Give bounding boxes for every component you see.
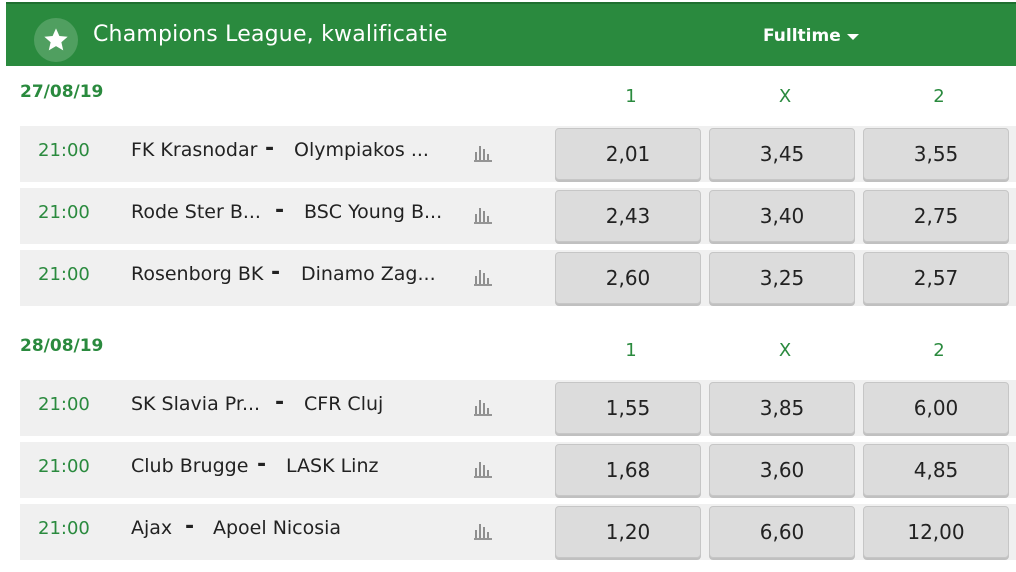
versus-dash: - bbox=[265, 136, 275, 161]
column-header-1: 1 bbox=[625, 86, 637, 107]
odds-button-draw[interactable]: 6,60 bbox=[709, 506, 855, 558]
versus-dash: - bbox=[275, 390, 285, 415]
away-team: Olympiakos ... bbox=[294, 139, 429, 161]
versus-dash: - bbox=[275, 198, 285, 223]
column-header-1: 1 bbox=[625, 340, 637, 361]
market-dropdown-label: Fulltime bbox=[763, 26, 841, 46]
away-team: LASK Linz bbox=[286, 455, 379, 477]
match-row: 21:00 Ajax - Apoel Nicosia 1,20 6,60 12,… bbox=[20, 504, 1016, 560]
odds-button-away[interactable]: 6,00 bbox=[863, 382, 1009, 434]
odds-button-home[interactable]: 2,60 bbox=[555, 252, 701, 304]
match-time: 21:00 bbox=[38, 456, 90, 477]
odds-button-home[interactable]: 2,43 bbox=[555, 190, 701, 242]
odds-button-draw[interactable]: 3,85 bbox=[709, 382, 855, 434]
odds-button-draw[interactable]: 3,25 bbox=[709, 252, 855, 304]
home-team: SK Slavia Pr... bbox=[131, 393, 261, 415]
match-time: 21:00 bbox=[38, 140, 90, 161]
match-date: 27/08/19 bbox=[20, 82, 104, 102]
away-team: BSC Young B... bbox=[304, 201, 443, 223]
caret-down-icon bbox=[846, 34, 859, 40]
column-header-2: 2 bbox=[933, 86, 945, 107]
odds-button-away[interactable]: 4,85 bbox=[863, 444, 1009, 496]
odds-button-away[interactable]: 2,75 bbox=[863, 190, 1009, 242]
column-header-2: 2 bbox=[933, 340, 945, 361]
odds-button-away[interactable]: 3,55 bbox=[863, 128, 1009, 180]
bar-chart-icon[interactable] bbox=[473, 520, 493, 540]
versus-dash: - bbox=[271, 260, 281, 285]
home-team: Club Brugge bbox=[131, 455, 249, 477]
date-header: 28/08/19 1 X 2 bbox=[20, 336, 1010, 376]
away-team: Apoel Nicosia bbox=[213, 517, 342, 539]
league-header: Champions League, kwalificatie Fulltime bbox=[6, 2, 1016, 66]
odds-button-draw[interactable]: 3,60 bbox=[709, 444, 855, 496]
home-team: Rosenborg BK bbox=[131, 263, 264, 285]
match-row: 21:00 Rode Ster B... - BSC Young B... 2,… bbox=[20, 188, 1016, 244]
versus-dash: - bbox=[257, 452, 267, 477]
home-team: FK Krasnodar bbox=[131, 139, 258, 161]
match-row: 21:00 SK Slavia Pr... - CFR Cluj 1,55 3,… bbox=[20, 380, 1016, 436]
away-team: CFR Cluj bbox=[304, 393, 384, 415]
match-row: 21:00 Rosenborg BK - Dinamo Zag... 2,60 … bbox=[20, 250, 1016, 306]
home-team: Rode Ster B... bbox=[131, 201, 261, 223]
bar-chart-icon[interactable] bbox=[473, 396, 493, 416]
odds-button-draw[interactable]: 3,40 bbox=[709, 190, 855, 242]
odds-button-away[interactable]: 2,57 bbox=[863, 252, 1009, 304]
odds-button-home[interactable]: 1,68 bbox=[555, 444, 701, 496]
match-time: 21:00 bbox=[38, 394, 90, 415]
odds-button-draw[interactable]: 3,45 bbox=[709, 128, 855, 180]
match-date: 28/08/19 bbox=[20, 336, 104, 356]
bar-chart-icon[interactable] bbox=[473, 142, 493, 162]
bar-chart-icon[interactable] bbox=[473, 204, 493, 224]
column-header-x: X bbox=[778, 340, 792, 361]
column-header-x: X bbox=[778, 86, 792, 107]
bar-chart-icon[interactable] bbox=[473, 266, 493, 286]
star-icon[interactable] bbox=[34, 18, 78, 62]
match-row: 21:00 FK Krasnodar - Olympiakos ... 2,01… bbox=[20, 126, 1016, 182]
odds-button-home[interactable]: 2,01 bbox=[555, 128, 701, 180]
away-team: Dinamo Zag... bbox=[301, 263, 436, 285]
match-time: 21:00 bbox=[38, 518, 90, 539]
league-title: Champions League, kwalificatie bbox=[93, 22, 448, 47]
home-team: Ajax bbox=[131, 517, 173, 539]
market-dropdown[interactable]: Fulltime bbox=[763, 26, 859, 46]
match-time: 21:00 bbox=[38, 264, 90, 285]
date-header: 27/08/19 1 X 2 bbox=[20, 82, 1010, 122]
odds-button-home[interactable]: 1,20 bbox=[555, 506, 701, 558]
match-row: 21:00 Club Brugge - LASK Linz 1,68 3,60 … bbox=[20, 442, 1016, 498]
odds-button-away[interactable]: 12,00 bbox=[863, 506, 1009, 558]
bar-chart-icon[interactable] bbox=[473, 458, 493, 478]
odds-button-home[interactable]: 1,55 bbox=[555, 382, 701, 434]
match-time: 21:00 bbox=[38, 202, 90, 223]
versus-dash: - bbox=[185, 514, 195, 539]
